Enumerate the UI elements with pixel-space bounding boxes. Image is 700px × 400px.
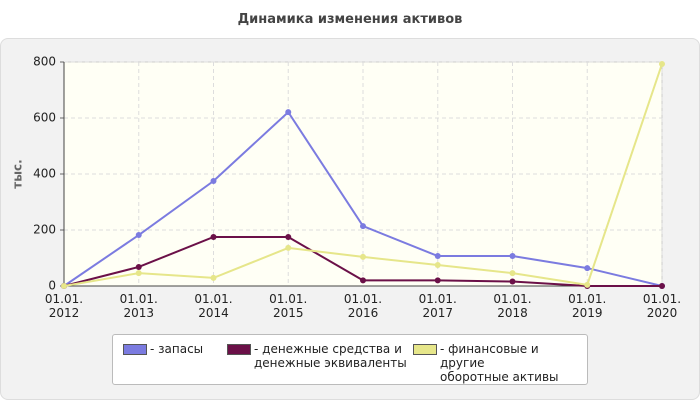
data-point <box>434 277 441 284</box>
data-point <box>210 234 217 240</box>
x-tick-label: 01.01. 2019 <box>568 292 607 320</box>
x-tick-label: 01.01. 2014 <box>194 292 233 320</box>
data-point <box>659 60 665 67</box>
data-point <box>659 283 665 289</box>
legend-swatch <box>413 344 437 355</box>
data-point <box>434 262 441 268</box>
data-point <box>135 270 142 277</box>
data-point <box>360 223 366 230</box>
x-tick-label: 01.01. 2012 <box>44 292 84 320</box>
data-point <box>584 265 591 272</box>
data-point <box>584 281 591 288</box>
data-point <box>509 278 516 285</box>
data-point <box>434 253 441 260</box>
y-tick-label: 800 <box>33 55 56 69</box>
legend-label: - денежные средства и денежные эквивален… <box>254 342 407 370</box>
x-tick-label: 01.01. 2017 <box>418 292 457 320</box>
y-tick-label: 600 <box>33 111 56 125</box>
x-tick-label: 01.01. 2013 <box>119 292 158 320</box>
y-tick-label: 400 <box>33 167 56 181</box>
x-tick-label: 01.01. 2016 <box>343 292 383 320</box>
data-point <box>285 109 292 116</box>
data-point <box>135 232 142 239</box>
legend-label: - запасы <box>150 342 204 356</box>
y-tick-label: 200 <box>33 223 56 237</box>
chart-title: Динамика изменения активов <box>237 12 463 27</box>
x-tick-label: 01.01. 2020 <box>642 292 682 320</box>
legend: - запасы - денежные средства и денежные э… <box>112 334 588 385</box>
data-point <box>360 253 366 260</box>
y-axis-label: тыс. <box>11 159 25 188</box>
data-point <box>360 277 366 284</box>
legend-label: - финансовые и другие оборотные активы <box>440 342 559 384</box>
x-tick-label: 01.01. 2015 <box>269 292 308 320</box>
data-point <box>61 283 67 289</box>
data-point <box>509 270 516 277</box>
data-point <box>285 244 292 251</box>
data-point <box>135 263 142 270</box>
legend-swatch <box>227 344 251 355</box>
data-point <box>210 178 217 184</box>
data-point <box>285 234 292 240</box>
legend-swatch <box>123 344 147 355</box>
y-tick-label: 0 <box>48 279 56 293</box>
data-point <box>210 274 217 281</box>
data-point <box>509 253 516 260</box>
x-tick-label: 01.01. 2018 <box>493 292 532 320</box>
